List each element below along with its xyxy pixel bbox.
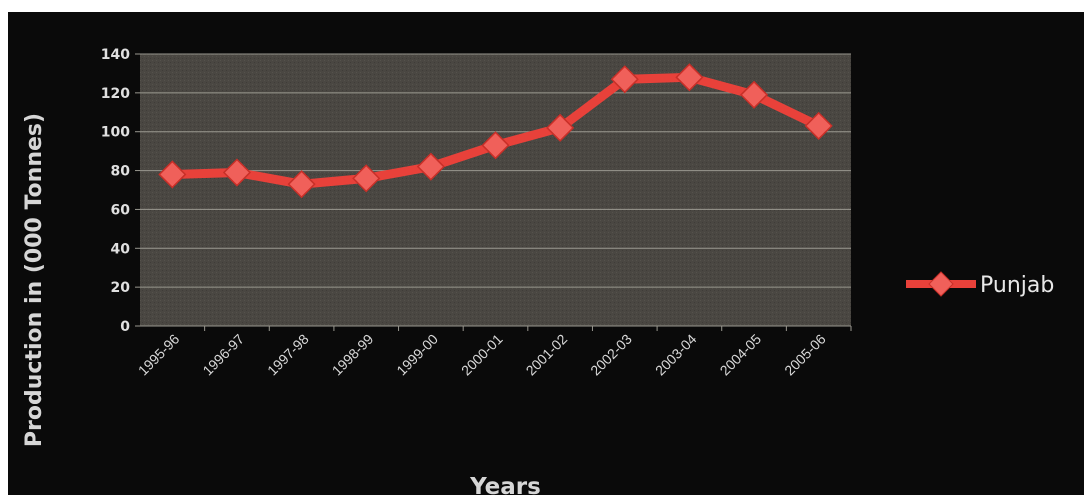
- y-tick-labels: 0 20 40 60 80 100 120 140: [101, 47, 130, 335]
- x-tick-label: 1996-97: [199, 331, 247, 379]
- data-point: [158, 160, 187, 189]
- x-tick-label: 2005-06: [781, 331, 829, 379]
- x-tick-label: 1997-98: [264, 331, 312, 379]
- x-tick-label: 1995-96: [135, 331, 183, 379]
- data-point: [222, 158, 252, 187]
- y-tick-label: 100: [101, 125, 130, 141]
- y-tick-label: 0: [120, 319, 130, 335]
- x-tick-label: 2003-04: [652, 331, 700, 379]
- legend-label: Punjab: [980, 273, 1054, 298]
- data-point: [804, 111, 833, 140]
- data-point: [352, 164, 381, 193]
- data-point: [739, 80, 769, 109]
- x-tick-label: 2001-02: [523, 331, 571, 379]
- legend: Punjab: [906, 271, 1054, 298]
- series-punjab: [158, 63, 833, 199]
- y-tick-label: 120: [101, 86, 130, 102]
- y-tick-label: 80: [111, 164, 131, 180]
- data-point: [416, 152, 445, 181]
- x-tick-label: 1998-99: [329, 331, 377, 379]
- y-tick-label: 140: [101, 47, 130, 63]
- line-chart: 0 20 40 60 80 100 120 140 1995-96 1996-97 1997-98…: [22, 47, 1054, 495]
- x-tick-label: 2002-03: [587, 331, 635, 379]
- y-tick-label: 40: [111, 241, 131, 257]
- data-point: [610, 65, 639, 94]
- plot-area: [140, 54, 851, 326]
- x-tick-label: 1999-00: [393, 331, 441, 379]
- data-point: [675, 63, 704, 92]
- x-axis-title: Years: [469, 474, 541, 495]
- y-tick-label: 60: [111, 202, 131, 218]
- y-axis-title: Production in (000 Tonnes): [22, 113, 47, 447]
- chart-container: 0 20 40 60 80 100 120 140 1995-96 1996-97 1997-98…: [8, 12, 1084, 495]
- x-tick-label: 2004-05: [717, 331, 765, 379]
- data-point: [546, 113, 575, 142]
- data-point: [287, 170, 316, 199]
- x-tick-label: 2000-01: [458, 331, 506, 379]
- data-point: [481, 131, 510, 160]
- y-tick-label: 20: [111, 280, 131, 296]
- legend-marker-icon: [928, 271, 954, 297]
- x-tick-labels: 1995-96 1996-97 1997-98 1998-99 1999-00 2000-…: [135, 331, 829, 379]
